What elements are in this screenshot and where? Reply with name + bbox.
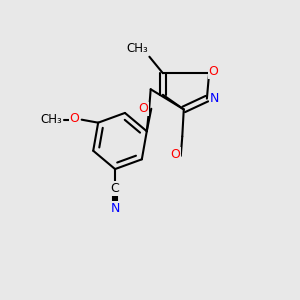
Text: C: C [111, 182, 119, 195]
Text: O: O [138, 102, 148, 115]
Text: N: N [210, 92, 219, 105]
Text: O: O [170, 148, 180, 161]
Text: O: O [209, 65, 218, 78]
Text: CH₃: CH₃ [40, 113, 62, 126]
Text: N: N [110, 202, 120, 214]
Text: CH₃: CH₃ [126, 42, 148, 55]
Text: O: O [69, 112, 79, 125]
